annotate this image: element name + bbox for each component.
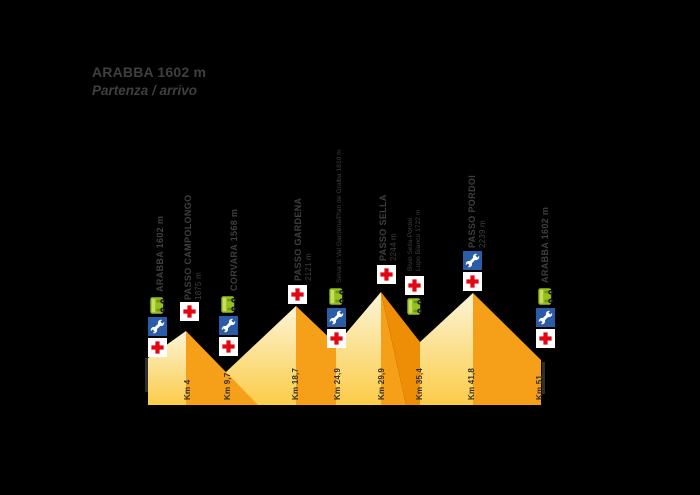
km-tick-label: Km 29,9 <box>377 368 386 400</box>
start-marker <box>145 358 148 392</box>
medical-cross-icon <box>405 276 424 295</box>
mountain-pordoi-right-face <box>473 293 541 405</box>
station-label-name: PASSO CAMPOLONGO <box>183 195 193 300</box>
station-label-name: PASSO SELLA <box>378 194 388 261</box>
station-label-name: Bivio Sella-Pordoi <box>407 218 414 271</box>
km-tick-label: Km 4 <box>183 379 192 400</box>
km-tick-label: Km 35,4 <box>415 368 424 400</box>
station-label-altitude: 2239 m <box>478 220 487 248</box>
mountain-sella-back-ridge <box>381 292 420 405</box>
station-label-altitude: 2121 m <box>304 253 313 281</box>
title-subtitle: Partenza / arrivo <box>92 83 198 98</box>
km-tick-label: Km 24,9 <box>333 368 342 400</box>
station-label-name: ARABBA 1602 m <box>155 216 165 292</box>
mechanic-wrench-icon <box>219 316 238 335</box>
km-ticks-layer: Km 4 Km 9,7 Km 18,7 Km 24,9 Km 29,9 Km 35,4 Km… <box>183 368 544 400</box>
shuttle-bus-icon <box>538 288 553 305</box>
medical-cross-icon <box>180 302 199 321</box>
medical-cross-icon <box>288 285 307 304</box>
station-label-altitude: 1875 m <box>194 272 203 300</box>
km-tick-label: Km 18,7 <box>291 368 300 400</box>
shuttle-bus-icon <box>150 297 165 314</box>
station-label-name: CORVARA 1568 m <box>229 209 239 291</box>
labels-layer: ARABBA 1602 m PASSO CAMPOLONGO 1875 m CORVA… <box>155 149 550 300</box>
medical-cross-icon <box>148 338 167 357</box>
mechanic-wrench-icon <box>327 308 346 327</box>
mechanic-wrench-icon <box>536 308 555 327</box>
station-label-altitude: Lupo Bianco 1722 m <box>415 210 422 271</box>
chart-title: ARABBA 1602 m Partenza / arrivo <box>92 64 206 98</box>
station-label-name: PASSO GARDENA <box>293 197 303 281</box>
mechanic-wrench-icon <box>148 317 167 336</box>
mechanic-wrench-icon <box>463 251 482 270</box>
medical-cross-icon <box>327 329 346 348</box>
mountain-range <box>145 292 545 405</box>
medical-cross-icon <box>536 329 555 348</box>
shuttle-bus-icon <box>329 288 344 305</box>
km-tick-label: Km 41,8 <box>467 368 476 400</box>
station-label-name: PASSO PORDOI <box>467 175 477 248</box>
km-tick-label: Km 51 <box>535 375 544 400</box>
mountain-pordoi-left-face <box>420 293 473 405</box>
shuttle-bus-icon <box>407 298 422 315</box>
medical-cross-icon <box>377 265 396 284</box>
mountain-sella-left-face <box>336 292 381 405</box>
mountain-campolongo-left-face <box>148 331 186 405</box>
medical-cross-icon <box>463 272 482 291</box>
km-tick-label: Km 9,7 <box>223 372 232 400</box>
station-label-name: ARABBA 1602 m <box>540 207 550 283</box>
station-label-name: Selva di Val Gardena/Plan de Gralba 1810… <box>336 149 343 283</box>
finish-marker <box>542 362 545 394</box>
title-name: ARABBA 1602 m <box>92 64 207 80</box>
shuttle-bus-icon <box>221 296 236 313</box>
medical-cross-icon <box>219 337 238 356</box>
station-label-altitude: 2244 m <box>389 233 398 261</box>
mountain-campolongo-right-face <box>186 331 258 405</box>
